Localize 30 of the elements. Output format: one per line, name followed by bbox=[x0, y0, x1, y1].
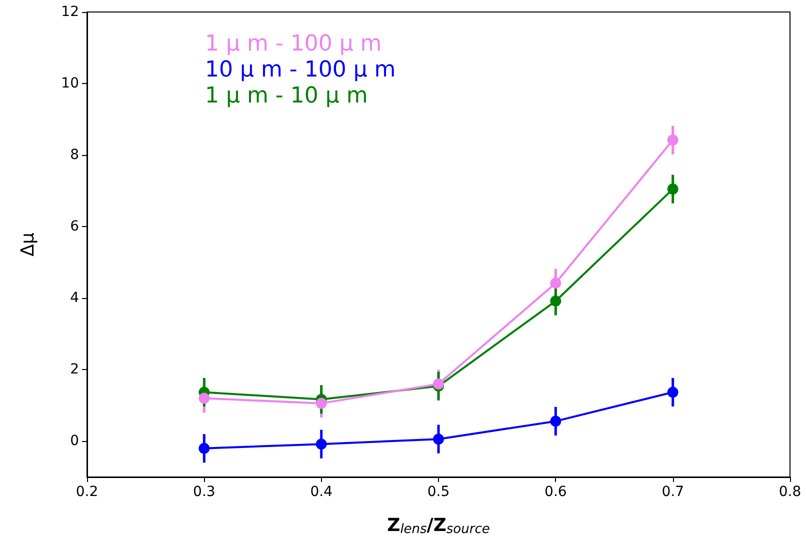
point bbox=[433, 378, 444, 390]
x-tick-label: 0.8 bbox=[778, 484, 802, 500]
y-tick-label: 4 bbox=[70, 290, 80, 306]
x-tick-label: 0.5 bbox=[427, 484, 450, 500]
text: 1 μ m - 10 μ m bbox=[205, 84, 368, 108]
point bbox=[667, 184, 678, 195]
point bbox=[667, 386, 678, 398]
y-axis-title: Δμ bbox=[18, 232, 38, 256]
point bbox=[316, 398, 327, 409]
y-tick-label: 8 bbox=[70, 147, 79, 164]
point bbox=[550, 416, 562, 427]
x-tick-label: 0.3 bbox=[193, 484, 216, 500]
point bbox=[198, 392, 210, 404]
text: 1 μ m - 100 μ m bbox=[205, 32, 382, 56]
y-tick-label: 0 bbox=[70, 433, 79, 450]
point bbox=[316, 438, 327, 450]
point bbox=[667, 134, 678, 146]
x-tick-label: 0.2 bbox=[76, 484, 98, 500]
point bbox=[433, 434, 444, 445]
point bbox=[198, 442, 210, 454]
y-tick-label: 6 bbox=[70, 218, 80, 235]
y-tick-label: 12 bbox=[61, 4, 79, 20]
x-tick-label: 0.7 bbox=[662, 484, 684, 500]
x-tick-label: 0.6 bbox=[544, 484, 567, 500]
point bbox=[550, 278, 562, 289]
point bbox=[550, 296, 562, 307]
y-tick-label: 2 bbox=[70, 362, 79, 378]
text: 10 μ m - 100 μ m bbox=[205, 58, 396, 82]
y-tick-label: 10 bbox=[61, 76, 79, 92]
x-tick-label: 0.4 bbox=[310, 484, 333, 500]
